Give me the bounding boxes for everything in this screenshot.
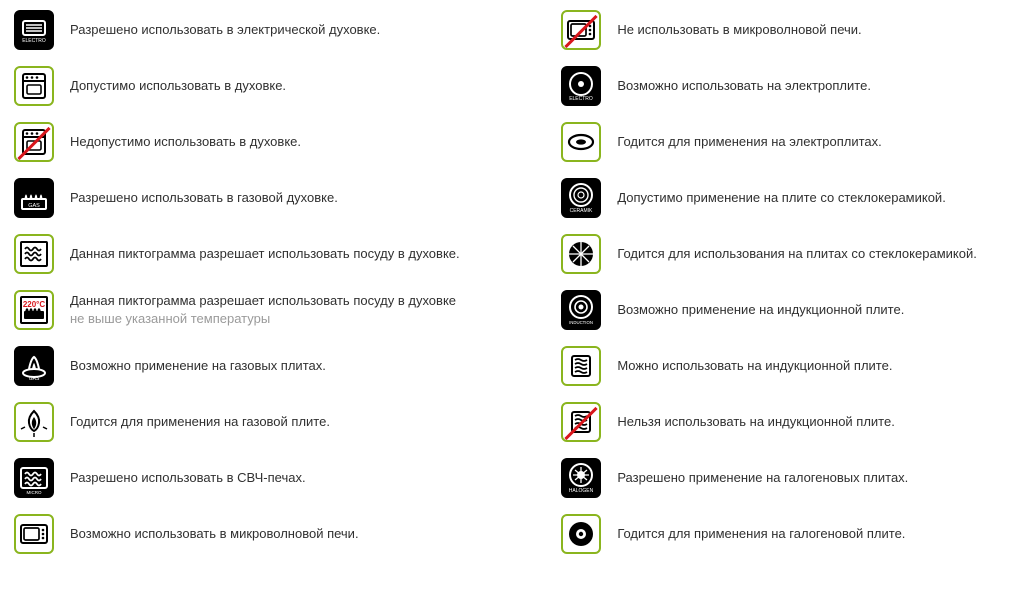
electro-oven-icon: ELECTRO bbox=[14, 10, 54, 50]
legend-row: GAS Возможно применение на газовых плитах… bbox=[14, 346, 561, 386]
legend-label-text: Допустимо использовать в духовке. bbox=[70, 78, 286, 93]
legend-row: GAS Разрешено использовать в газовой духо… bbox=[14, 178, 561, 218]
legend-label-text: Данная пиктограмма разрешает использоват… bbox=[70, 293, 456, 308]
microwave-waves-icon: MICRO bbox=[14, 458, 54, 498]
svg-text:GAS: GAS bbox=[28, 203, 40, 209]
legend-label-text: Возможно применение на газовых плитах. bbox=[70, 358, 326, 373]
microwave-icon bbox=[14, 514, 54, 554]
halogen-disc-icon bbox=[561, 514, 601, 554]
legend-label: Разрешено использовать в газовой духовке… bbox=[70, 189, 338, 207]
legend-column-left: ELECTRO Разрешено использовать в электрич… bbox=[14, 10, 561, 570]
legend-label: Годится для применения на электроплитах. bbox=[617, 133, 881, 151]
legend-row: Недопустимо использовать в духовке. bbox=[14, 122, 561, 162]
legend-label-text: Годится для применения на электроплитах. bbox=[617, 134, 881, 149]
legend-page: ELECTRO Разрешено использовать в электрич… bbox=[0, 0, 1024, 580]
legend-label-text: Недопустимо использовать в духовке. bbox=[70, 134, 301, 149]
legend-label: Разрешено применение на галогеновых плит… bbox=[617, 469, 908, 487]
legend-label-text: Данная пиктограмма разрешает использоват… bbox=[70, 246, 460, 261]
legend-label: Возможно использовать на электроплите. bbox=[617, 77, 871, 95]
legend-label-text: Годится для применения на газовой плите. bbox=[70, 414, 330, 429]
legend-label: Годится для применения на газовой плите. bbox=[70, 413, 330, 431]
legend-row: CERAMIK Допустимо применение на плите со … bbox=[561, 178, 1010, 218]
legend-label-text: Допустимо применение на плите со стеклок… bbox=[617, 190, 946, 205]
legend-label: Допустимо использовать в духовке. bbox=[70, 77, 286, 95]
svg-text:220°C: 220°C bbox=[23, 300, 46, 309]
oven-icon bbox=[14, 66, 54, 106]
legend-label: Годится для использования на плитах со с… bbox=[617, 245, 977, 263]
legend-label-text: Нельзя использовать на индукционной плит… bbox=[617, 414, 895, 429]
legend-label: Разрешено использовать в электрической д… bbox=[70, 21, 380, 39]
legend-label-text: Годится для применения на галогеновой пл… bbox=[617, 526, 905, 541]
gas-flame-icon bbox=[14, 402, 54, 442]
legend-column-right: Не использовать в микроволновой печи. ELE… bbox=[561, 10, 1010, 570]
legend-label: Разрешено использовать в СВЧ-печах. bbox=[70, 469, 306, 487]
legend-row: ELECTRO Возможно использовать на электроп… bbox=[561, 66, 1010, 106]
svg-text:ELECTRO: ELECTRO bbox=[570, 96, 594, 102]
legend-row: Годится для применения на газовой плите. bbox=[14, 402, 561, 442]
halogen-plate-icon: HALOGEN bbox=[561, 458, 601, 498]
hotplate-coil-icon bbox=[561, 122, 601, 162]
legend-label-text: Не использовать в микроволновой печи. bbox=[617, 22, 861, 37]
legend-label: Нельзя использовать на индукционной плит… bbox=[617, 413, 895, 431]
legend-row: Годится для применения на электроплитах. bbox=[561, 122, 1010, 162]
oven-waves-icon bbox=[14, 234, 54, 274]
gas-oven-icon: GAS bbox=[14, 178, 54, 218]
legend-row: Допустимо использовать в духовке. bbox=[14, 66, 561, 106]
ceramic-plate-icon: CERAMIK bbox=[561, 178, 601, 218]
oven-icon bbox=[14, 122, 54, 162]
legend-label-text: Возможно использовать на электроплите. bbox=[617, 78, 871, 93]
svg-text:MICRO: MICRO bbox=[27, 490, 42, 495]
induction-plate-icon: INDUCTION bbox=[561, 290, 601, 330]
svg-text:INDUCTION: INDUCTION bbox=[569, 320, 593, 325]
legend-row: Данная пиктограмма разрешает использоват… bbox=[14, 234, 561, 274]
legend-label: Данная пиктограмма разрешает использоват… bbox=[70, 292, 456, 327]
legend-row: ELECTRO Разрешено использовать в электрич… bbox=[14, 10, 561, 50]
svg-text:CERAMIK: CERAMIK bbox=[570, 208, 593, 214]
gas-burner-icon: GAS bbox=[14, 346, 54, 386]
legend-row: INDUCTION Возможно применение на индукцио… bbox=[561, 290, 1010, 330]
svg-text:GAS: GAS bbox=[29, 376, 40, 382]
legend-label-text: Можно использовать на индукционной плите… bbox=[617, 358, 892, 373]
legend-row: 220°C Данная пиктограмма разрешает исполь… bbox=[14, 290, 561, 330]
legend-label: Годится для применения на галогеновой пл… bbox=[617, 525, 905, 543]
legend-label: Данная пиктограмма разрешает использоват… bbox=[70, 245, 460, 263]
legend-label-text: Разрешено использовать в газовой духовке… bbox=[70, 190, 338, 205]
legend-label: Допустимо применение на плите со стеклок… bbox=[617, 189, 946, 207]
svg-text:ELECTRO: ELECTRO bbox=[22, 38, 46, 44]
legend-label-text: Годится для использования на плитах со с… bbox=[617, 246, 977, 261]
induction-coil-icon bbox=[561, 402, 601, 442]
legend-label-subtext: не выше указанной температуры bbox=[70, 310, 456, 328]
electro-plate-icon: ELECTRO bbox=[561, 66, 601, 106]
legend-row: Нельзя использовать на индукционной плит… bbox=[561, 402, 1010, 442]
legend-row: HALOGEN Разрешено применение на галогенов… bbox=[561, 458, 1010, 498]
legend-label: Можно использовать на индукционной плите… bbox=[617, 357, 892, 375]
legend-row: Не использовать в микроволновой печи. bbox=[561, 10, 1010, 50]
legend-label: Возможно применение на индукционной плит… bbox=[617, 301, 904, 319]
legend-row: Годится для применения на галогеновой пл… bbox=[561, 514, 1010, 554]
legend-row: MICRO Разрешено использовать в СВЧ-печах. bbox=[14, 458, 561, 498]
legend-label: Возможно использовать в микроволновой пе… bbox=[70, 525, 359, 543]
legend-label: Недопустимо использовать в духовке. bbox=[70, 133, 301, 151]
legend-row: Годится для использования на плитах со с… bbox=[561, 234, 1010, 274]
legend-label-text: Разрешено применение на галогеновых плит… bbox=[617, 470, 908, 485]
svg-text:HALOGEN: HALOGEN bbox=[569, 488, 594, 494]
legend-label-text: Возможно применение на индукционной плит… bbox=[617, 302, 904, 317]
ceramic-disc-icon bbox=[561, 234, 601, 274]
legend-label: Возможно применение на газовых плитах. bbox=[70, 357, 326, 375]
legend-label-text: Разрешено использовать в СВЧ-печах. bbox=[70, 470, 306, 485]
legend-row: Можно использовать на индукционной плите… bbox=[561, 346, 1010, 386]
legend-row: Возможно использовать в микроволновой пе… bbox=[14, 514, 561, 554]
microwave-icon bbox=[561, 10, 601, 50]
legend-label: Не использовать в микроволновой печи. bbox=[617, 21, 861, 39]
oven-temp-icon: 220°C bbox=[14, 290, 54, 330]
legend-label-text: Возможно использовать в микроволновой пе… bbox=[70, 526, 359, 541]
legend-label-text: Разрешено использовать в электрической д… bbox=[70, 22, 380, 37]
induction-coil-icon bbox=[561, 346, 601, 386]
